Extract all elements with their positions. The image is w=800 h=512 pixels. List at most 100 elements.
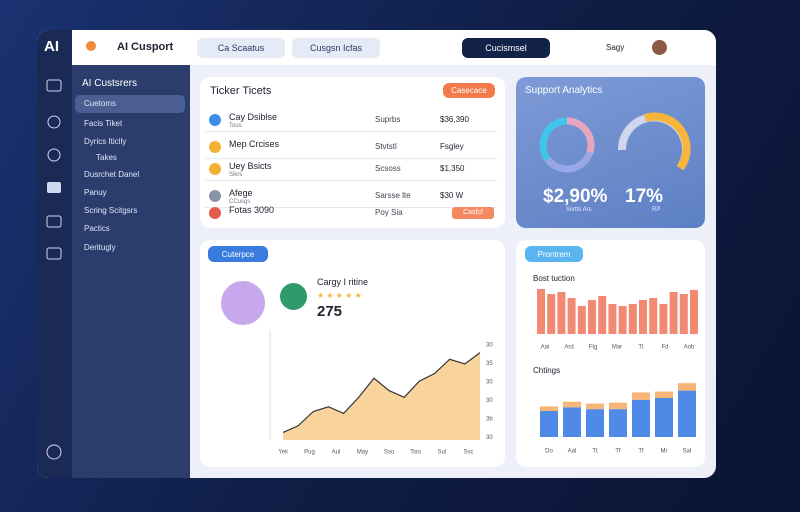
bar xyxy=(628,304,637,334)
sidebar-title: AI Custsrers xyxy=(82,78,138,89)
row-line xyxy=(205,158,497,159)
row-name[interactable]: Mep Crcises xyxy=(229,139,280,149)
row-sub: Sikrs xyxy=(229,172,243,178)
x-tick-label: Tsio xyxy=(410,450,421,456)
bar xyxy=(567,298,576,334)
row-line xyxy=(205,131,497,132)
stacked-bar xyxy=(586,409,604,437)
agent-tag[interactable]: Cuterpce xyxy=(208,246,268,262)
row-status: Poy Sia xyxy=(375,208,403,217)
stacked-title: Chtings xyxy=(533,366,561,375)
rail-icon[interactable] xyxy=(46,247,62,260)
y-tick-label: 35 xyxy=(486,361,493,367)
x-tick-label: Sul xyxy=(438,450,447,456)
bar xyxy=(659,304,668,334)
user-name: Sagy xyxy=(606,43,625,52)
rail-icon[interactable] xyxy=(47,182,61,193)
sidebar-item[interactable]: Takes xyxy=(96,153,117,162)
x-tick-label: May xyxy=(357,450,368,456)
stacked-bar xyxy=(609,402,627,410)
x-tick-label: Mar xyxy=(612,345,622,351)
row-value: $1,350 xyxy=(440,164,465,173)
analytics-title: Support Analytics xyxy=(525,85,603,96)
x-tick-label: Tf xyxy=(638,449,644,455)
sidebar xyxy=(72,65,190,478)
row-name[interactable]: Uey Bsicts xyxy=(229,161,272,171)
stacked-bar xyxy=(655,398,673,437)
sidebar-item[interactable]: Deritugly xyxy=(84,243,116,252)
area xyxy=(283,352,480,440)
rail-icon[interactable] xyxy=(46,215,62,228)
donut-segment xyxy=(544,151,594,173)
donut-segment xyxy=(566,117,595,154)
y-tick-label: 3b xyxy=(486,417,493,423)
bar xyxy=(649,298,658,334)
donut-segment xyxy=(539,117,568,162)
stat: 17% xyxy=(625,186,664,207)
row-name[interactable]: Afege xyxy=(229,188,253,198)
bar-title: Bost tuction xyxy=(533,274,575,283)
stat-label: RP xyxy=(652,207,661,213)
stacked-bar xyxy=(586,403,604,410)
trends-tag[interactable]: Prontrem xyxy=(525,246,583,262)
bar xyxy=(669,292,678,334)
user-avatar[interactable] xyxy=(652,40,667,55)
tickets-panel xyxy=(200,77,505,228)
row-value: $36,390 xyxy=(440,115,469,124)
stacked-bar xyxy=(563,401,581,408)
bar xyxy=(639,300,647,334)
row-icon xyxy=(209,114,221,126)
x-tick-label: Sal xyxy=(683,449,692,455)
avatar xyxy=(221,281,265,325)
x-tick-label: Do xyxy=(545,449,553,455)
x-tick-label: Tf xyxy=(615,449,621,455)
x-tick-label: Ard xyxy=(564,345,573,351)
rail-icon[interactable] xyxy=(47,115,61,129)
sidebar-item[interactable]: Pactics xyxy=(84,224,110,233)
sidebar-item[interactable]: Scring Scitgsrs xyxy=(84,206,138,215)
row-line xyxy=(205,180,497,181)
bar xyxy=(577,306,586,334)
stacked-bar xyxy=(655,391,673,398)
row-status: Scsoss xyxy=(375,164,401,173)
action-button[interactable]: Cucismsel xyxy=(462,38,550,58)
bar xyxy=(618,306,627,334)
row-name[interactable]: Cay Dsiblse xyxy=(229,112,278,122)
sidebar-highlight xyxy=(75,95,185,113)
row-name[interactable]: Fotas 3090 xyxy=(229,205,275,215)
row-status: Stvtstl xyxy=(375,142,397,151)
topbar xyxy=(72,30,716,65)
rail-icon[interactable] xyxy=(46,79,62,92)
sidebar-item[interactable]: Panuy xyxy=(84,188,107,197)
row-sub: CCusgs xyxy=(229,199,251,205)
stacked-bar xyxy=(540,406,558,411)
tickets-button[interactable]: Casecace xyxy=(443,83,495,98)
stacked-bar xyxy=(632,392,650,400)
y-tick-label: 30 xyxy=(486,435,493,441)
row-icon xyxy=(209,190,221,202)
bar xyxy=(588,300,596,334)
bar xyxy=(537,289,545,334)
tab[interactable]: Ca Scaatus xyxy=(197,38,285,58)
sidebar-item[interactable]: Dusrchet Danel xyxy=(84,170,140,179)
sidebar-item[interactable]: Dyrics Iticlly xyxy=(84,137,127,146)
agent-name: Cargy I ritine xyxy=(317,277,369,287)
rail-icon[interactable] xyxy=(46,444,62,460)
x-tick-label: Aob xyxy=(684,345,695,351)
icon-rail xyxy=(37,30,72,478)
bar xyxy=(690,290,698,334)
stat: $2,90% xyxy=(543,186,608,207)
brand-icon xyxy=(86,41,96,51)
bar xyxy=(547,294,556,334)
search-tab[interactable]: Cusgsn Icfas xyxy=(292,38,380,58)
row-button[interactable]: Casfcf xyxy=(452,207,494,219)
sidebar-item[interactable]: Cuetoms xyxy=(84,99,117,108)
x-tick-label: Tt xyxy=(592,449,598,455)
row-icon xyxy=(209,141,221,153)
x-tick-label: Sso xyxy=(384,450,395,456)
x-tick-label: Ftg xyxy=(589,345,598,351)
rail-icon[interactable] xyxy=(47,148,61,162)
gauge-fill xyxy=(643,112,691,171)
sidebar-item[interactable]: Facis Tiket xyxy=(84,119,123,128)
